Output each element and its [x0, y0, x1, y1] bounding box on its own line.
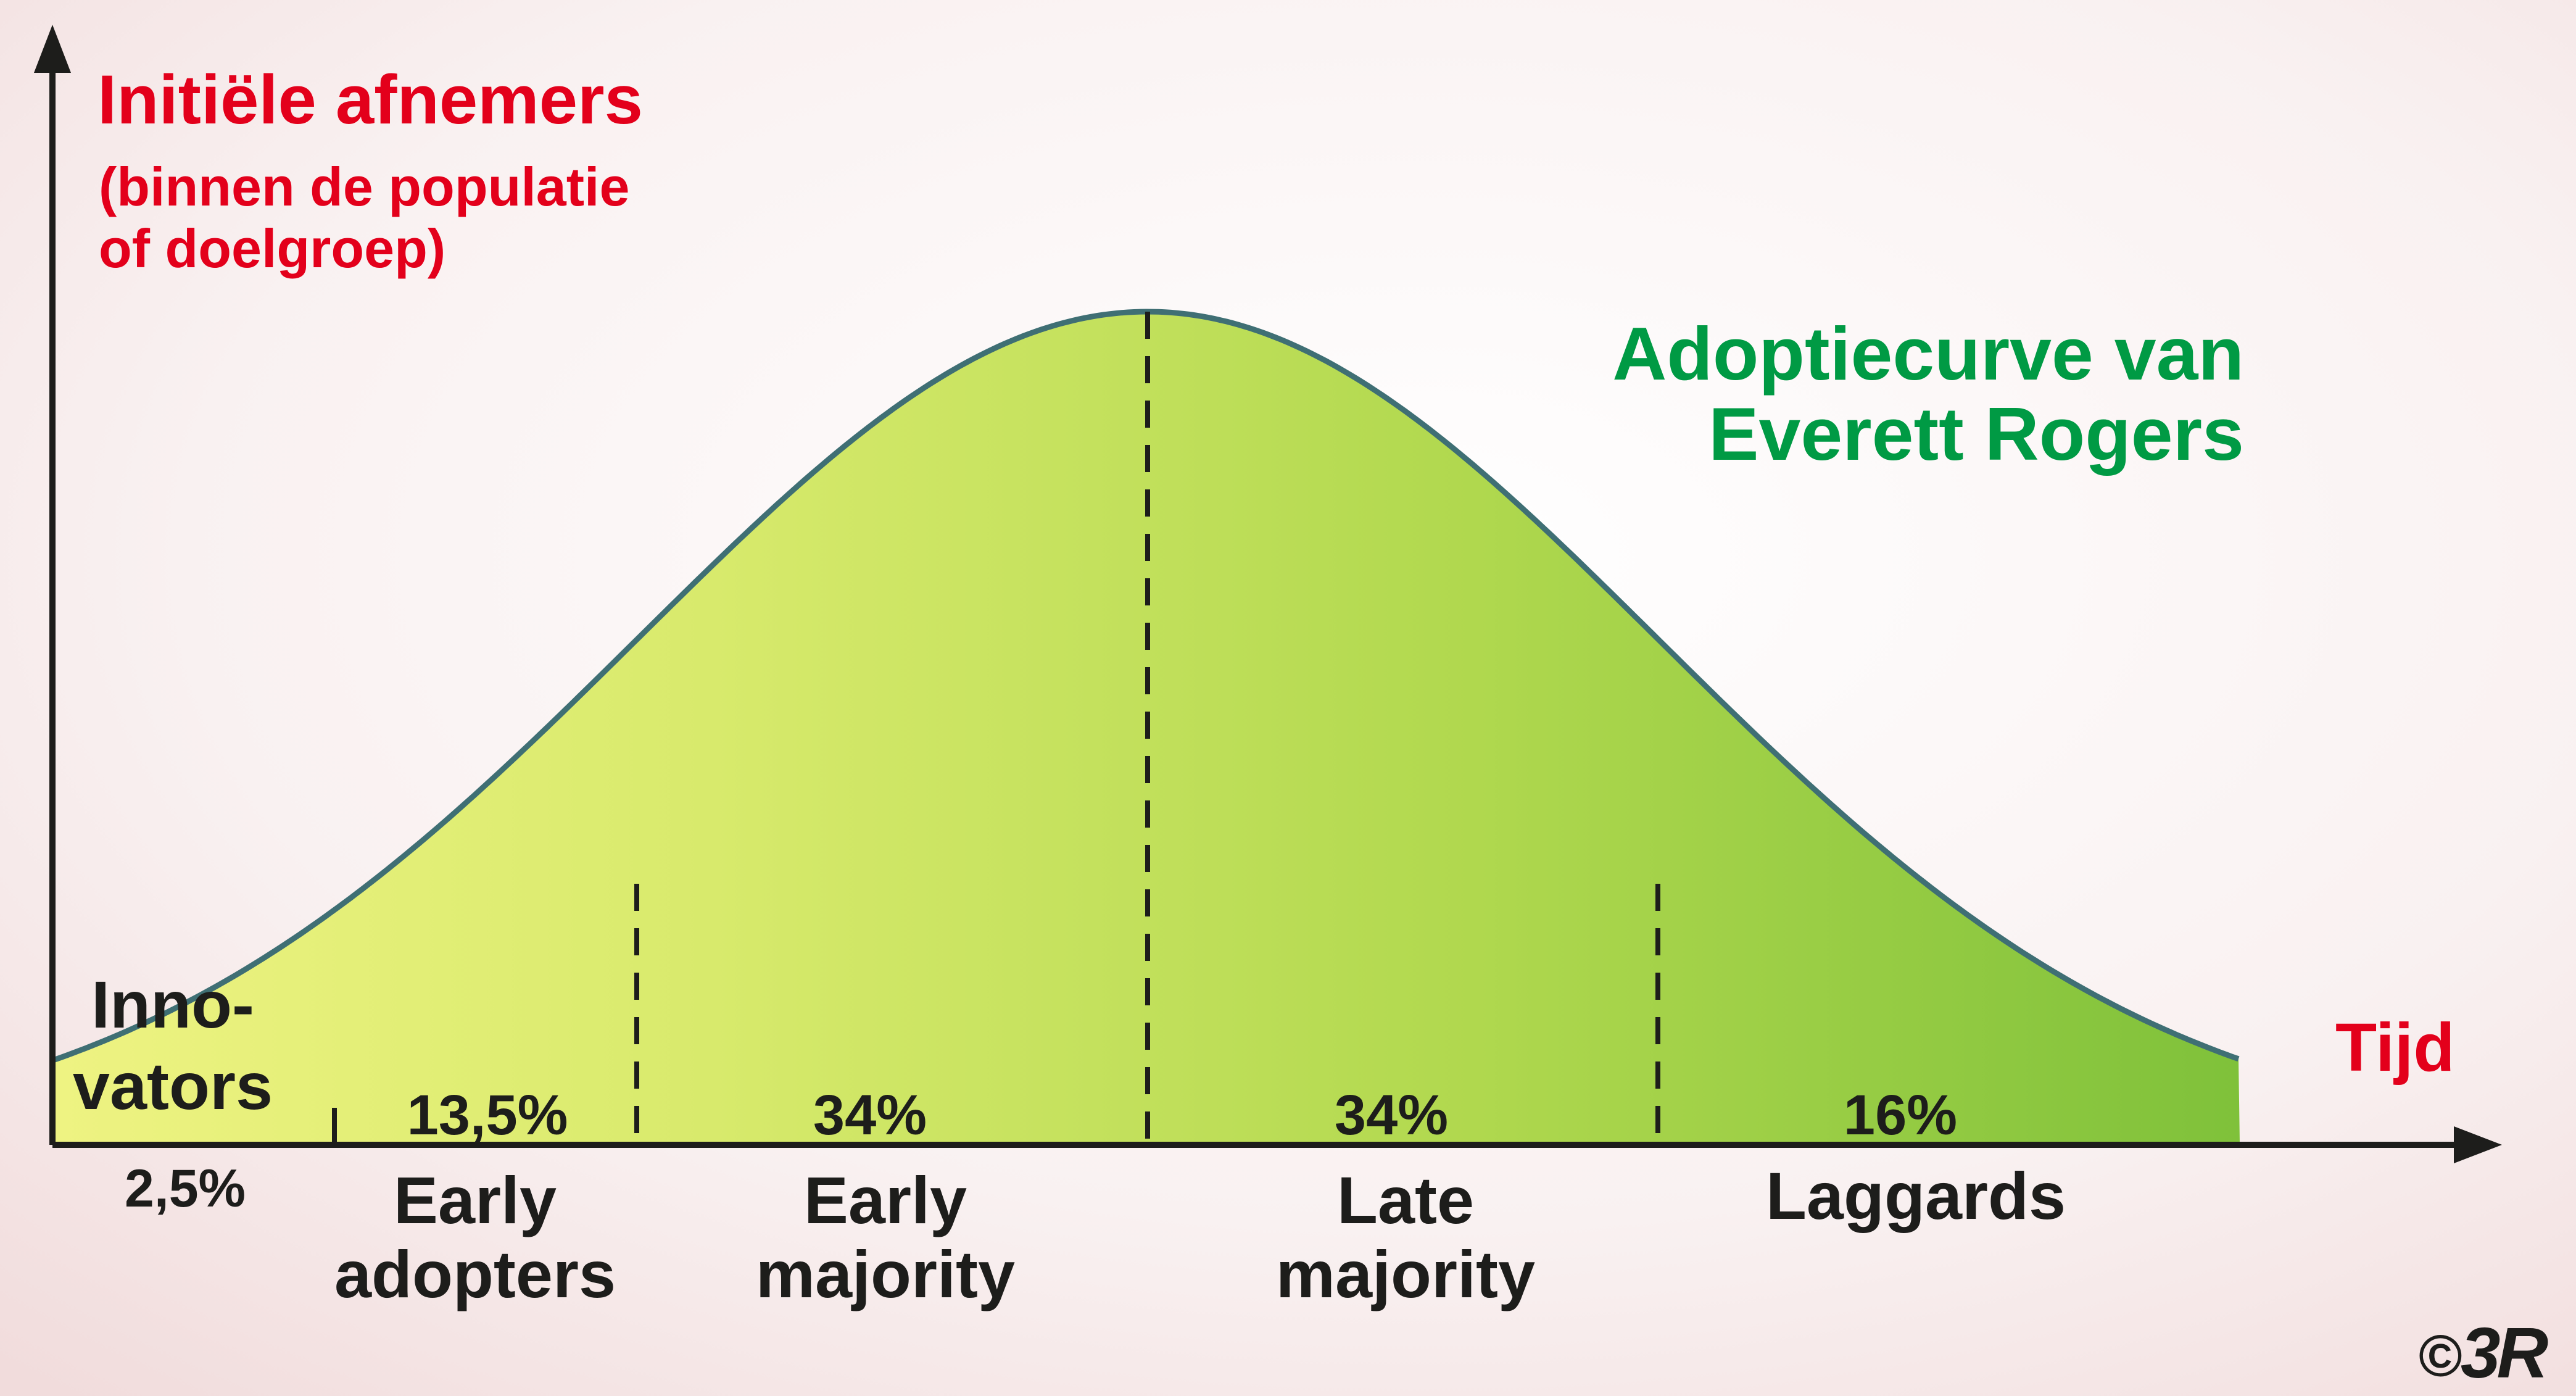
- y-axis-arrow: [34, 25, 71, 73]
- curve-title: Adoptiecurve van Everett Rogers: [1612, 312, 2244, 476]
- logo-3r: 3R: [2461, 1313, 2548, 1393]
- x-axis-arrow: [2454, 1126, 2502, 1163]
- y-axis-titles: Initiële afnemers (binnen de populatie o…: [97, 61, 643, 279]
- x-axis-title: Tijd: [2335, 1010, 2455, 1086]
- segment-percent-laggards: 16%: [1844, 1084, 1957, 1147]
- segment-dividers: [332, 312, 1660, 1144]
- segment-percent-innovators: 2,5%: [125, 1159, 246, 1218]
- segment-labels: Inno- vators 2,5% 13,5% Early adopters 3…: [73, 967, 2066, 1311]
- segment-percent-early-majority: 34%: [813, 1084, 927, 1147]
- segment-name-laggards: Laggards: [1766, 1158, 2066, 1233]
- curve-title-line2: Everett Rogers: [1708, 392, 2244, 476]
- segment-name-innovators-line2: vators: [73, 1049, 273, 1123]
- axes: [34, 25, 2502, 1163]
- copyright-symbol: ©: [2419, 1323, 2462, 1389]
- segment-name-early-majority-line1: Early: [804, 1163, 967, 1237]
- copyright: © 3R: [2419, 1313, 2552, 1393]
- segment-name-late-majority-line2: majority: [1276, 1237, 1535, 1311]
- segment-name-early-adopters-line1: Early: [394, 1163, 557, 1237]
- curve-title-line1: Adoptiecurve van: [1612, 312, 2244, 396]
- segment-percent-early-adopters: 13,5%: [407, 1084, 568, 1147]
- y-axis-subtitle-line2: of doelgroep): [99, 218, 445, 279]
- y-axis-subtitle-line1: (binnen de populatie: [99, 156, 629, 217]
- segment-percent-late-majority: 34%: [1335, 1084, 1448, 1147]
- segment-name-early-adopters-line2: adopters: [334, 1237, 616, 1311]
- segment-name-late-majority-line1: Late: [1337, 1163, 1474, 1237]
- y-axis-title: Initiële afnemers: [97, 61, 643, 138]
- segment-name-innovators-line1: Inno-: [91, 967, 254, 1042]
- segment-name-early-majority-line2: majority: [756, 1237, 1015, 1311]
